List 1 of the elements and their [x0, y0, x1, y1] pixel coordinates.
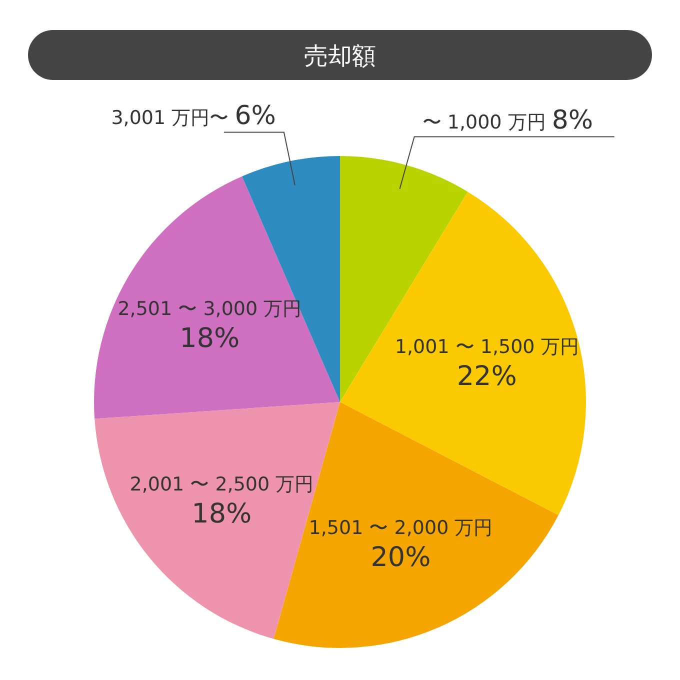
title: 売却額: [304, 42, 376, 70]
